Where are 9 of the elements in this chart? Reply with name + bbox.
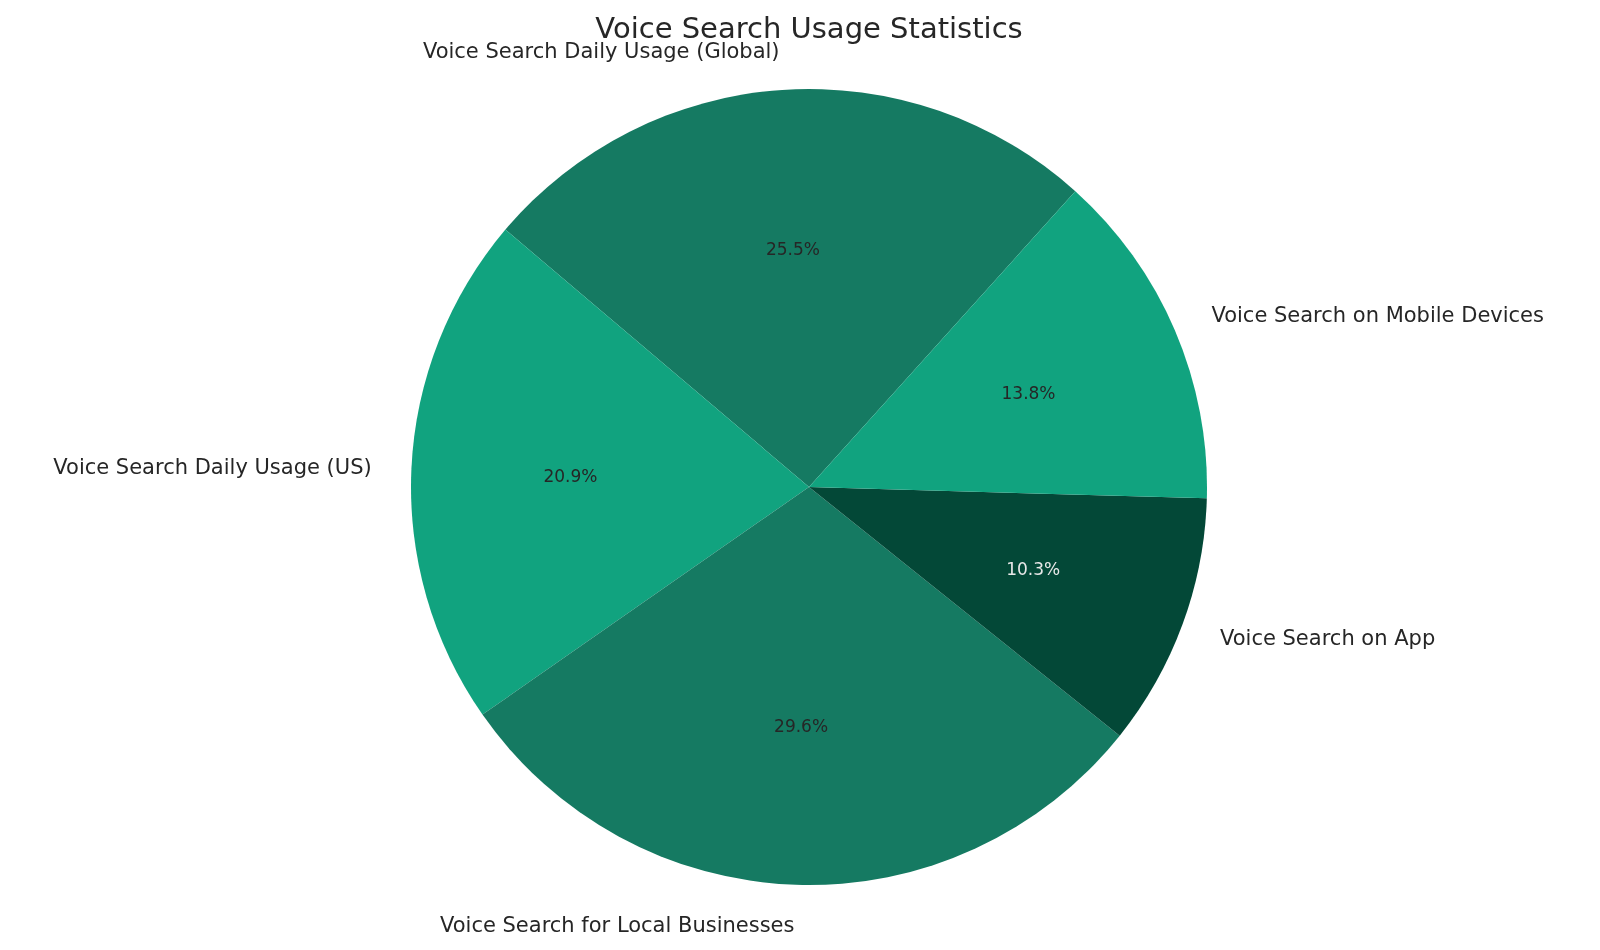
data-label: 20.9%: [543, 465, 598, 486]
slice-label: Voice Search for Local Businesses: [439, 912, 795, 937]
slice-label: Voice Search on Mobile Devices: [1211, 302, 1544, 327]
slice-label: Voice Search Daily Usage (US): [53, 454, 372, 479]
data-label: 25.5%: [765, 238, 820, 259]
data-label: 13.8%: [1001, 382, 1056, 403]
slice-label: Voice Search on App: [1220, 626, 1436, 651]
data-label: 29.6%: [774, 715, 829, 736]
data-label: 10.3%: [1006, 559, 1061, 580]
